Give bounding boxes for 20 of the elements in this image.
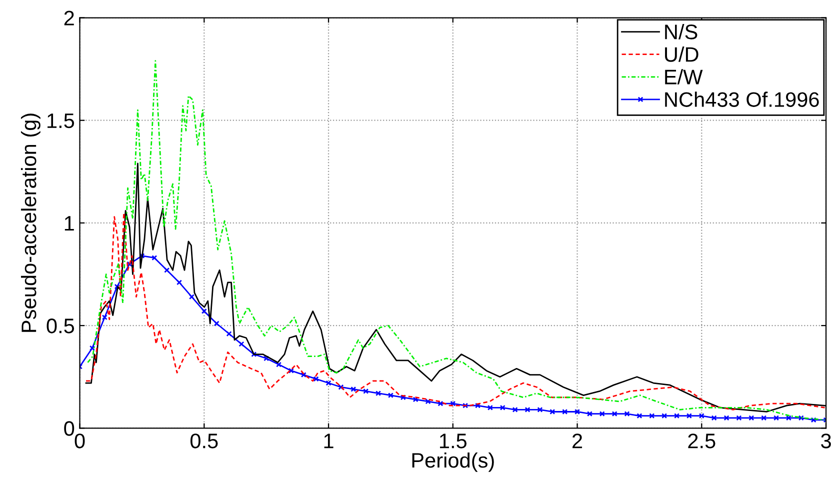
y-tick-label: 0.5: [46, 318, 74, 334]
x-tick-label: 3: [821, 434, 831, 448]
legend-label: N/S: [665, 24, 698, 40]
y-tick-label: 0: [64, 421, 74, 436]
x-tick-label: 1.5: [440, 434, 467, 448]
line-series: [85, 212, 826, 410]
legend-label: NCh433 Of.1996: [665, 92, 819, 107]
y-tick-label: 2: [64, 10, 74, 26]
legend-label: E/W: [665, 69, 703, 84]
x-tick-label: 1: [324, 434, 334, 448]
x-axis-title: Period(s): [412, 452, 494, 472]
x-tick-label: 2.5: [688, 434, 716, 448]
line-series: [87, 60, 826, 421]
y-axis-title: Pseudo-acceleration (g): [20, 114, 40, 332]
x-tick-label: 2: [572, 434, 582, 448]
legend-label: U/D: [665, 46, 698, 62]
x-tick-label: 0: [74, 434, 85, 448]
y-tick-label: 1: [64, 216, 74, 231]
x-tick-label: 0.5: [190, 434, 218, 448]
y-tick-label: 1.5: [48, 114, 74, 128]
